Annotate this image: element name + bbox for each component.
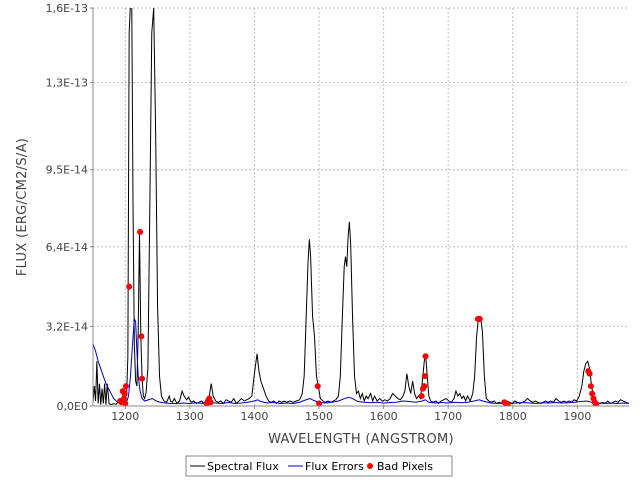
- legend-label-flux-errors: Flux Errors: [305, 460, 364, 473]
- bad-pixel-point-10: [139, 375, 146, 382]
- legend-item-spectral-flux: Spectral Flux: [190, 460, 279, 473]
- bad-pixel-point-3: [120, 395, 127, 402]
- legend-item-bad-pixels: Bad Pixels: [367, 460, 433, 473]
- bad-pixel-point-14: [207, 399, 214, 406]
- series-points-bad-pixels: [117, 228, 600, 406]
- bad-pixel-point-9: [138, 333, 145, 340]
- bad-pixel-point-4: [121, 390, 128, 397]
- x-tick-label: 1300: [176, 410, 204, 423]
- x-tick-label: 1400: [240, 410, 268, 423]
- bad-pixel-point-16: [316, 400, 323, 406]
- bad-pixel-point-29: [587, 383, 594, 390]
- legend-label-spectral-flux: Spectral Flux: [207, 460, 279, 473]
- x-axis-ticks: 1200 1300 1400 1500 1600 1700 1800 1900: [111, 406, 591, 423]
- bad-pixel-point-15: [314, 383, 321, 390]
- bad-pixel-point-30: [589, 390, 596, 397]
- y-tick-label: 0,0E0: [57, 400, 88, 413]
- legend-item-flux-errors: Flux Errors: [288, 460, 364, 473]
- bad-pixel-point-20: [421, 373, 428, 380]
- y-axis-ticks: 0,0E0 3,2E-14 6,4E-14 9,5E-14 1,3E-13 1,6E-13: [46, 2, 93, 413]
- legend-box: [185, 455, 453, 477]
- bad-pixel-point-28: [586, 370, 593, 377]
- y-tick-label: 9,5E-14: [46, 164, 88, 177]
- x-tick-label: 1800: [499, 410, 527, 423]
- y-tick-label: 1,6E-13: [46, 2, 88, 15]
- x-tick-label: 1900: [563, 410, 591, 423]
- series-line-spectral-flux: [93, 8, 629, 406]
- bad-pixel-point-8: [137, 228, 144, 235]
- x-tick-label: 1500: [305, 410, 333, 423]
- bad-pixel-point-5: [122, 400, 129, 406]
- legend-label-bad-pixels: Bad Pixels: [377, 460, 433, 473]
- legend: Spectral Flux Flux Errors Bad Pixels: [185, 455, 453, 477]
- bad-pixel-point-21: [422, 353, 429, 360]
- bad-pixel-point-19: [421, 383, 428, 390]
- x-tick-label: 1700: [434, 410, 462, 423]
- bad-pixel-point-33: [593, 401, 600, 406]
- x-axis-title: WAVELENGTH (ANGSTROM): [268, 432, 454, 447]
- legend-swatch-bad-pixels: [367, 463, 373, 469]
- y-axis-title: FLUX (ERG/CM2/S/A): [15, 138, 30, 276]
- plot-area: [93, 7, 629, 407]
- x-tick-label: 1200: [111, 410, 139, 423]
- axes: [92, 8, 629, 407]
- y-tick-label: 1,3E-13: [46, 77, 88, 90]
- series-line-flux-errors: [93, 317, 629, 405]
- bad-pixel-point-6: [122, 383, 129, 390]
- bad-pixel-point-17: [418, 393, 425, 400]
- y-tick-label: 6,4E-14: [46, 241, 88, 254]
- bad-pixel-point-23: [476, 315, 483, 322]
- series-layer: [93, 8, 629, 406]
- bad-pixel-point-26: [504, 401, 511, 406]
- y-tick-label: 3,2E-14: [46, 320, 88, 333]
- x-tick-label: 1600: [370, 410, 398, 423]
- plot-background: [93, 8, 629, 406]
- bad-pixel-point-7: [126, 283, 133, 290]
